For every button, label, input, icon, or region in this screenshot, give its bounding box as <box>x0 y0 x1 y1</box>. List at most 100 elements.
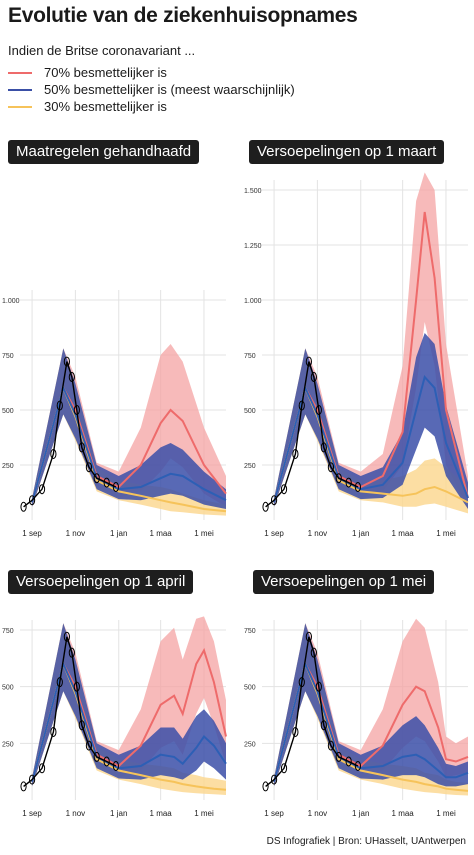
observed-point <box>310 372 317 382</box>
observed-point <box>112 761 119 771</box>
observed-point <box>305 631 312 642</box>
y-tick-label: 750 <box>244 353 256 360</box>
band-70 <box>274 618 468 787</box>
x-tick-label: 1 mei <box>436 529 456 538</box>
legend-item-70: 70% besmettelijker is <box>8 64 295 81</box>
band-50 <box>274 623 468 787</box>
observed-point <box>270 495 278 506</box>
observed-point <box>315 681 322 692</box>
y-tick-label: 1.000 <box>244 298 262 305</box>
observed-point <box>345 756 352 767</box>
legend-swatch-red <box>8 71 32 74</box>
x-tick-label: 1 maa <box>392 529 415 538</box>
observed-point <box>112 482 119 492</box>
observed-point <box>68 647 75 658</box>
band-30 <box>274 348 468 514</box>
line-70 <box>31 385 227 503</box>
observed-point <box>103 756 110 767</box>
y-tick-label: 1.250 <box>244 243 262 250</box>
x-tick-label: 1 sep <box>22 529 42 538</box>
band-30 <box>32 623 226 795</box>
observed-point <box>262 501 269 512</box>
legend: 70% besmettelijker is 50% besmettelijker… <box>8 64 295 115</box>
x-tick-label: 1 sep <box>264 809 284 818</box>
observed-point <box>354 482 361 492</box>
x-tick-label: 1 sep <box>264 529 284 538</box>
observed-point <box>292 449 299 459</box>
chart-panel-3: 250 500 750 1 sep 1 nov 1 jan 1 maa 1 mei <box>2 616 227 818</box>
line-70 <box>273 211 469 503</box>
legend-swatch-yellow <box>8 105 32 108</box>
x-tick-label: 1 nov <box>308 529 328 538</box>
legend-swatch-blue <box>8 88 32 91</box>
legend-label-50: 50% besmettelijker is (meest waarschijnl… <box>44 82 295 97</box>
y-tick-label: 500 <box>244 408 256 415</box>
x-tick-label: 1 jan <box>352 529 369 538</box>
observed-point <box>335 473 342 484</box>
observed-line <box>23 361 117 508</box>
band-50 <box>32 348 226 509</box>
observed-point <box>38 484 46 495</box>
y-tick-label: 750 <box>244 628 256 635</box>
observed-point <box>327 462 335 473</box>
line-50 <box>31 385 227 503</box>
observed-point <box>63 356 70 367</box>
observed-point <box>20 781 27 792</box>
legend-label-30: 30% besmettelijker is <box>44 99 167 114</box>
observed-point <box>305 356 312 367</box>
y-tick-label: 750 <box>2 628 14 635</box>
line-70 <box>31 647 227 783</box>
y-tick-label: 500 <box>2 408 14 415</box>
panel-title-maart: Versoepelingen op 1 maart <box>249 140 445 164</box>
observed-point <box>298 400 305 411</box>
observed-point <box>73 681 80 692</box>
observed-point <box>335 751 342 762</box>
observed-point <box>270 774 278 785</box>
observed-point <box>78 442 85 453</box>
observed-point <box>320 720 327 731</box>
y-tick-label: 750 <box>2 353 14 360</box>
legend-label-70: 70% besmettelijker is <box>44 65 167 80</box>
page-title: Evolutie van de ziekenhuisopnames <box>8 4 358 27</box>
x-tick-label: 1 mei <box>436 809 456 818</box>
observed-point <box>354 761 361 771</box>
observed-point <box>93 751 100 762</box>
band-50 <box>32 623 226 787</box>
y-tick-label: 250 <box>244 463 256 470</box>
band-50 <box>274 333 468 509</box>
panel-title-mei: Versoepelingen op 1 mei <box>253 570 435 594</box>
observed-point <box>28 495 36 506</box>
observed-point <box>103 477 110 488</box>
y-tick-label: 1.500 <box>244 188 262 195</box>
legend-subtitle: Indien de Britse coronavariant ... <box>8 43 196 58</box>
observed-point <box>85 462 93 473</box>
observed-point <box>50 449 57 459</box>
panel-title-april: Versoepelingen op 1 april <box>8 570 194 594</box>
observed-point <box>280 484 288 495</box>
observed-point <box>262 781 269 792</box>
observed-point <box>56 677 63 688</box>
y-tick-label: 250 <box>244 741 256 748</box>
observed-point <box>63 631 70 642</box>
x-tick-label: 1 mei <box>194 809 214 818</box>
observed-point <box>320 442 327 453</box>
x-tick-label: 1 sep <box>22 809 42 818</box>
x-tick-label: 1 maa <box>150 809 173 818</box>
observed-point <box>280 763 288 774</box>
y-tick-label: 500 <box>2 685 14 692</box>
observed-point <box>73 405 80 415</box>
observed-point <box>315 405 322 415</box>
x-tick-label: 1 maa <box>150 529 173 538</box>
x-tick-label: 1 mei <box>194 529 214 538</box>
observed-point <box>310 647 317 658</box>
observed-point <box>78 720 85 731</box>
observed-point <box>298 677 305 688</box>
y-tick-label: 250 <box>2 463 14 470</box>
observed-point <box>38 763 46 774</box>
x-tick-label: 1 maa <box>392 809 415 818</box>
observed-line <box>265 361 359 508</box>
y-tick-label: 250 <box>2 741 14 748</box>
chart-panel-2: 250 500 750 1.000 1.250 1.500 1 sep 1 nov 1 jan 1… <box>244 172 469 538</box>
line-50 <box>273 374 469 503</box>
